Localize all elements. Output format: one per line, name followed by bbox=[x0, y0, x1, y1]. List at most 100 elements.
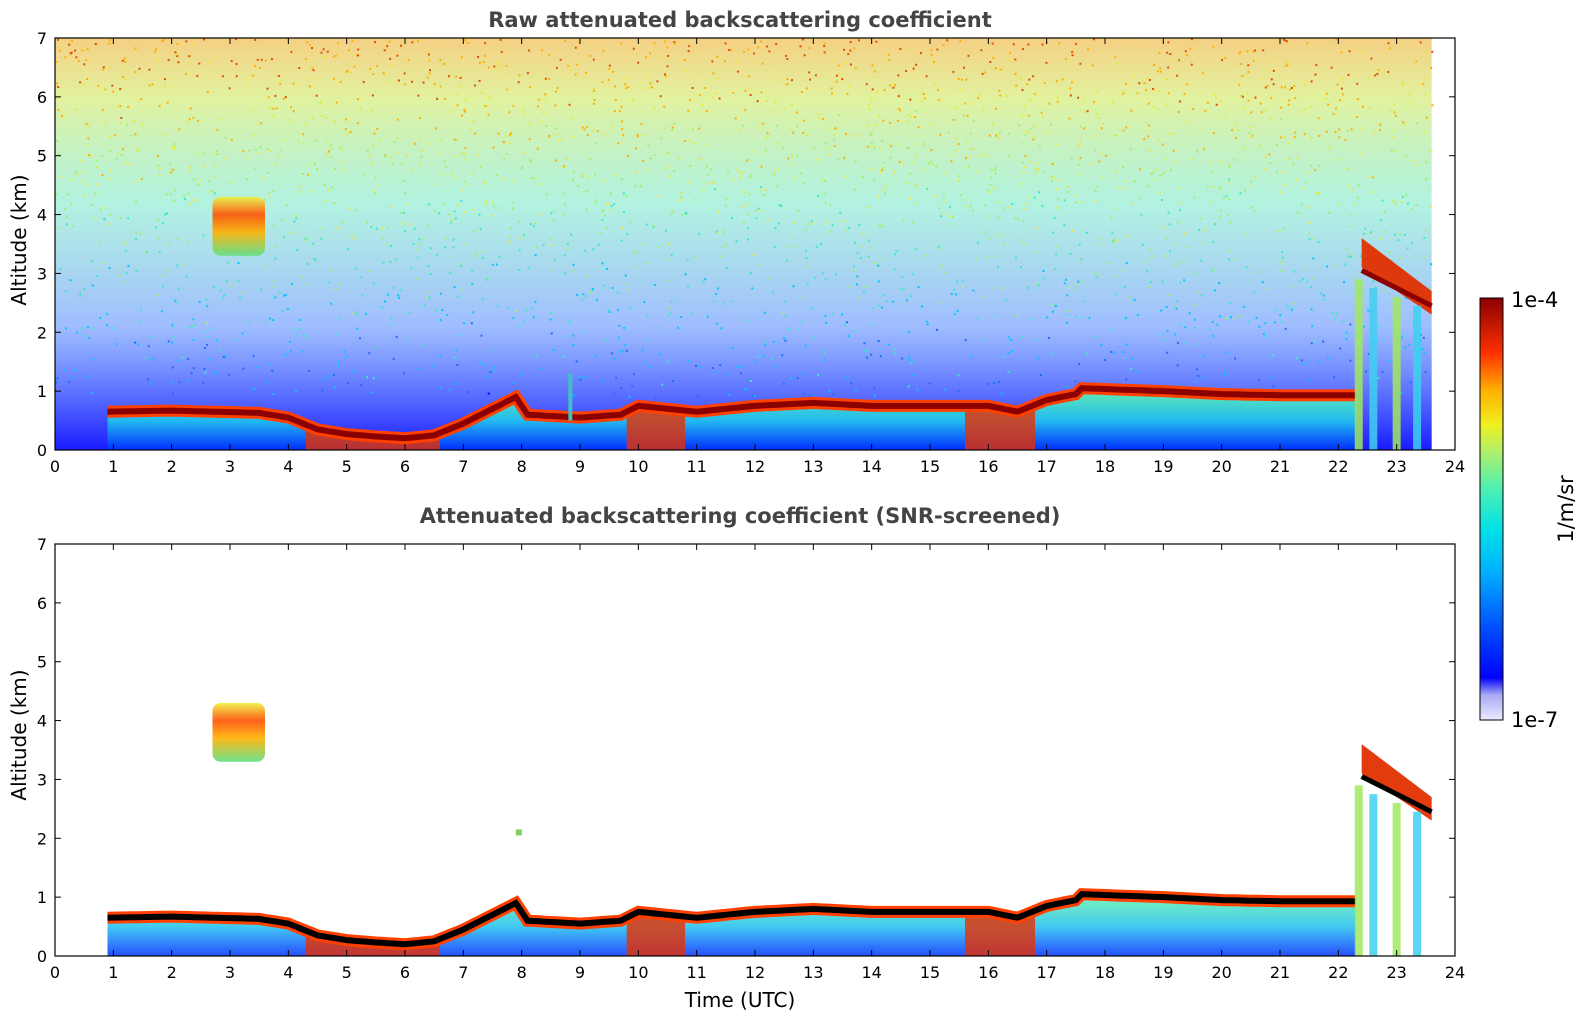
noise-speck bbox=[984, 231, 987, 234]
noise-speck bbox=[467, 391, 470, 394]
noise-speck bbox=[1182, 260, 1185, 263]
noise-speck bbox=[527, 49, 530, 52]
noise-speck bbox=[1009, 51, 1012, 54]
noise-speck bbox=[134, 47, 137, 50]
noise-speck bbox=[1112, 240, 1115, 243]
noise-speck bbox=[186, 120, 188, 123]
noise-speck bbox=[75, 56, 78, 59]
x-axis: 0 1 2 3 4 5 6 7 8 9 10 11 12 13 14 15 16 17 18 19 20 21 22 23 24 bbox=[50, 544, 1465, 982]
noise-speck bbox=[1384, 230, 1387, 233]
noise-speck bbox=[1038, 191, 1040, 194]
noise-speck bbox=[157, 294, 160, 297]
noise-speck bbox=[510, 132, 512, 135]
noise-speck bbox=[548, 53, 551, 56]
noise-speck bbox=[782, 146, 785, 149]
noise-speck bbox=[926, 323, 929, 326]
noise-speck bbox=[429, 69, 431, 72]
noise-speck bbox=[57, 86, 60, 88]
noise-speck bbox=[412, 243, 415, 245]
noise-speck bbox=[570, 233, 573, 236]
noise-speck bbox=[1173, 264, 1176, 267]
noise-speck bbox=[1191, 157, 1194, 160]
noise-speck bbox=[1270, 97, 1273, 100]
y-tick-label: 3 bbox=[37, 770, 47, 789]
noise-speck bbox=[659, 353, 662, 355]
noise-speck bbox=[868, 108, 871, 111]
x-tick-label: 19 bbox=[1153, 457, 1173, 476]
noise-speck bbox=[536, 105, 539, 108]
noise-speck bbox=[62, 113, 65, 116]
noise-speck bbox=[253, 134, 255, 137]
noise-speck bbox=[594, 202, 597, 205]
noise-speck bbox=[882, 119, 885, 122]
noise-speck bbox=[1348, 225, 1351, 228]
noise-speck bbox=[170, 170, 173, 173]
noise-speck bbox=[1300, 111, 1303, 114]
noise-speck bbox=[813, 276, 816, 279]
noise-speck bbox=[506, 152, 508, 155]
noise-speck bbox=[515, 310, 517, 313]
noise-speck bbox=[1022, 219, 1025, 222]
noise-speck bbox=[517, 81, 520, 84]
noise-speck bbox=[592, 58, 595, 61]
noise-speck bbox=[1250, 111, 1253, 114]
noise-speck bbox=[360, 276, 363, 279]
noise-speck bbox=[266, 148, 269, 151]
noise-speck bbox=[613, 392, 616, 395]
noise-speck bbox=[875, 263, 878, 266]
noise-speck bbox=[620, 239, 623, 242]
noise-speck bbox=[1185, 121, 1188, 123]
noise-speck bbox=[374, 41, 376, 44]
noise-speck bbox=[540, 120, 543, 123]
noise-speck bbox=[1116, 239, 1119, 242]
noise-speck bbox=[194, 199, 197, 202]
noise-speck bbox=[1349, 323, 1352, 326]
noise-speck bbox=[512, 317, 515, 320]
noise-speck bbox=[578, 376, 581, 379]
noise-speck bbox=[228, 373, 231, 376]
noise-speck bbox=[453, 286, 456, 288]
noise-speck bbox=[1247, 71, 1250, 73]
noise-speck bbox=[1355, 46, 1358, 49]
noise-speck bbox=[964, 102, 967, 105]
noise-speck bbox=[484, 200, 487, 203]
precip-streak bbox=[1369, 794, 1378, 956]
noise-speck bbox=[366, 376, 368, 379]
noise-speck bbox=[111, 84, 114, 87]
noise-speck bbox=[528, 122, 531, 125]
noise-speck bbox=[1422, 336, 1425, 339]
noise-speck bbox=[824, 201, 827, 204]
noise-speck bbox=[728, 393, 731, 396]
noise-speck bbox=[713, 188, 716, 191]
noise-speck bbox=[1317, 192, 1320, 195]
noise-speck bbox=[1024, 155, 1027, 158]
noise-speck bbox=[1336, 83, 1339, 86]
noise-speck bbox=[782, 382, 785, 385]
noise-speck bbox=[408, 312, 411, 315]
noise-speck bbox=[444, 246, 447, 249]
noise-speck bbox=[1335, 107, 1338, 110]
noise-speck bbox=[1165, 78, 1168, 80]
noise-speck bbox=[58, 175, 61, 178]
noise-speck bbox=[228, 181, 231, 184]
noise-speck bbox=[955, 105, 958, 108]
noise-speck bbox=[1254, 176, 1257, 179]
noise-speck bbox=[134, 181, 137, 184]
noise-speck bbox=[730, 49, 733, 52]
noise-speck bbox=[786, 83, 789, 86]
noise-speck bbox=[775, 43, 778, 46]
noise-speck bbox=[224, 354, 227, 357]
noise-speck bbox=[1035, 227, 1038, 230]
noise-speck bbox=[407, 59, 410, 61]
x-tick-label: 24 bbox=[1445, 457, 1465, 476]
noise-speck bbox=[909, 295, 912, 298]
noise-speck bbox=[1344, 263, 1347, 266]
noise-speck bbox=[475, 252, 477, 255]
noise-speck bbox=[875, 123, 878, 126]
x-tick-label: 17 bbox=[1036, 963, 1056, 982]
noise-speck bbox=[292, 82, 295, 85]
noise-speck bbox=[85, 59, 88, 62]
noise-speck bbox=[683, 59, 686, 61]
noise-speck bbox=[644, 362, 647, 365]
noise-speck bbox=[452, 238, 455, 241]
